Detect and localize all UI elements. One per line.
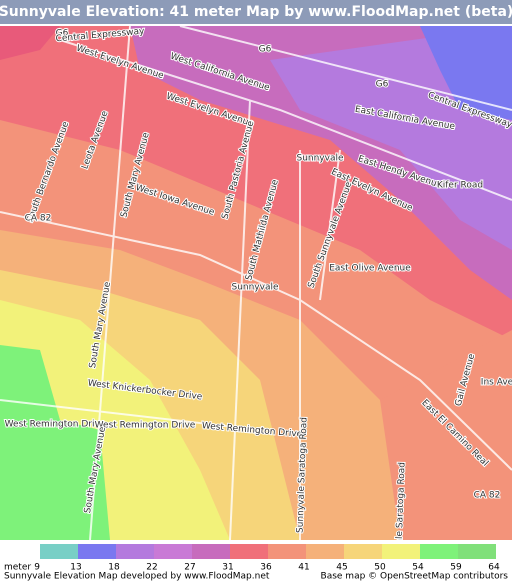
map-label: G6 bbox=[259, 45, 272, 55]
legend-value: 18 bbox=[108, 563, 120, 573]
legend-value: 59 bbox=[450, 563, 462, 573]
header-bar bbox=[0, 0, 512, 24]
footer-right: Base map © OpenStreetMap contributors bbox=[321, 572, 509, 582]
legend-swatch bbox=[116, 544, 154, 559]
legend-swatch bbox=[78, 544, 116, 559]
legend-unit: meter bbox=[4, 563, 31, 573]
legend-swatch bbox=[458, 544, 496, 559]
legend-value: 13 bbox=[70, 563, 81, 573]
map-label: CA 82 bbox=[474, 491, 501, 501]
map-label: G6 bbox=[56, 29, 69, 39]
zone bbox=[420, 26, 512, 120]
legend-swatch bbox=[230, 544, 268, 559]
map-label: Sunnyvale bbox=[296, 154, 343, 164]
legend-value: 22 bbox=[146, 563, 157, 573]
legend-value: 45 bbox=[336, 563, 347, 573]
legend-value: 41 bbox=[298, 563, 309, 573]
map-label: Kifer Road bbox=[437, 181, 483, 191]
legend-swatch bbox=[420, 544, 458, 559]
zone bbox=[0, 26, 60, 60]
map-label: G6 bbox=[376, 80, 389, 90]
legend-value: 50 bbox=[374, 563, 386, 573]
zone bbox=[380, 330, 512, 540]
legend-swatch bbox=[154, 544, 192, 559]
legend-swatch bbox=[306, 544, 344, 559]
map-label: CA 82 bbox=[25, 214, 52, 224]
legend-value: 64 bbox=[488, 563, 500, 573]
title: Sunnyvale Elevation: 41 meter Map by www… bbox=[0, 4, 512, 20]
legend-swatch bbox=[268, 544, 306, 559]
legend-swatch bbox=[40, 544, 78, 559]
map-label: West Remington Drive bbox=[95, 421, 196, 431]
map-label: Sunnyvale bbox=[231, 283, 278, 293]
roads bbox=[0, 25, 512, 541]
footer-left: Sunnyvale Elevation Map developed by www… bbox=[4, 572, 270, 582]
map-label: Ins Ave bbox=[481, 378, 512, 388]
legend-value: 54 bbox=[412, 563, 424, 573]
zone bbox=[0, 345, 110, 540]
legend-swatch bbox=[382, 544, 420, 559]
legend-swatch bbox=[192, 544, 230, 559]
legend-swatch bbox=[344, 544, 382, 559]
legend-value: 27 bbox=[184, 563, 195, 573]
map-label: East Olive Avenue bbox=[329, 264, 411, 274]
legend-value: 36 bbox=[260, 563, 272, 573]
map-label: West Remington Drive bbox=[5, 420, 106, 430]
legend-value: 9 bbox=[34, 563, 40, 573]
legend-value: 31 bbox=[222, 563, 233, 573]
